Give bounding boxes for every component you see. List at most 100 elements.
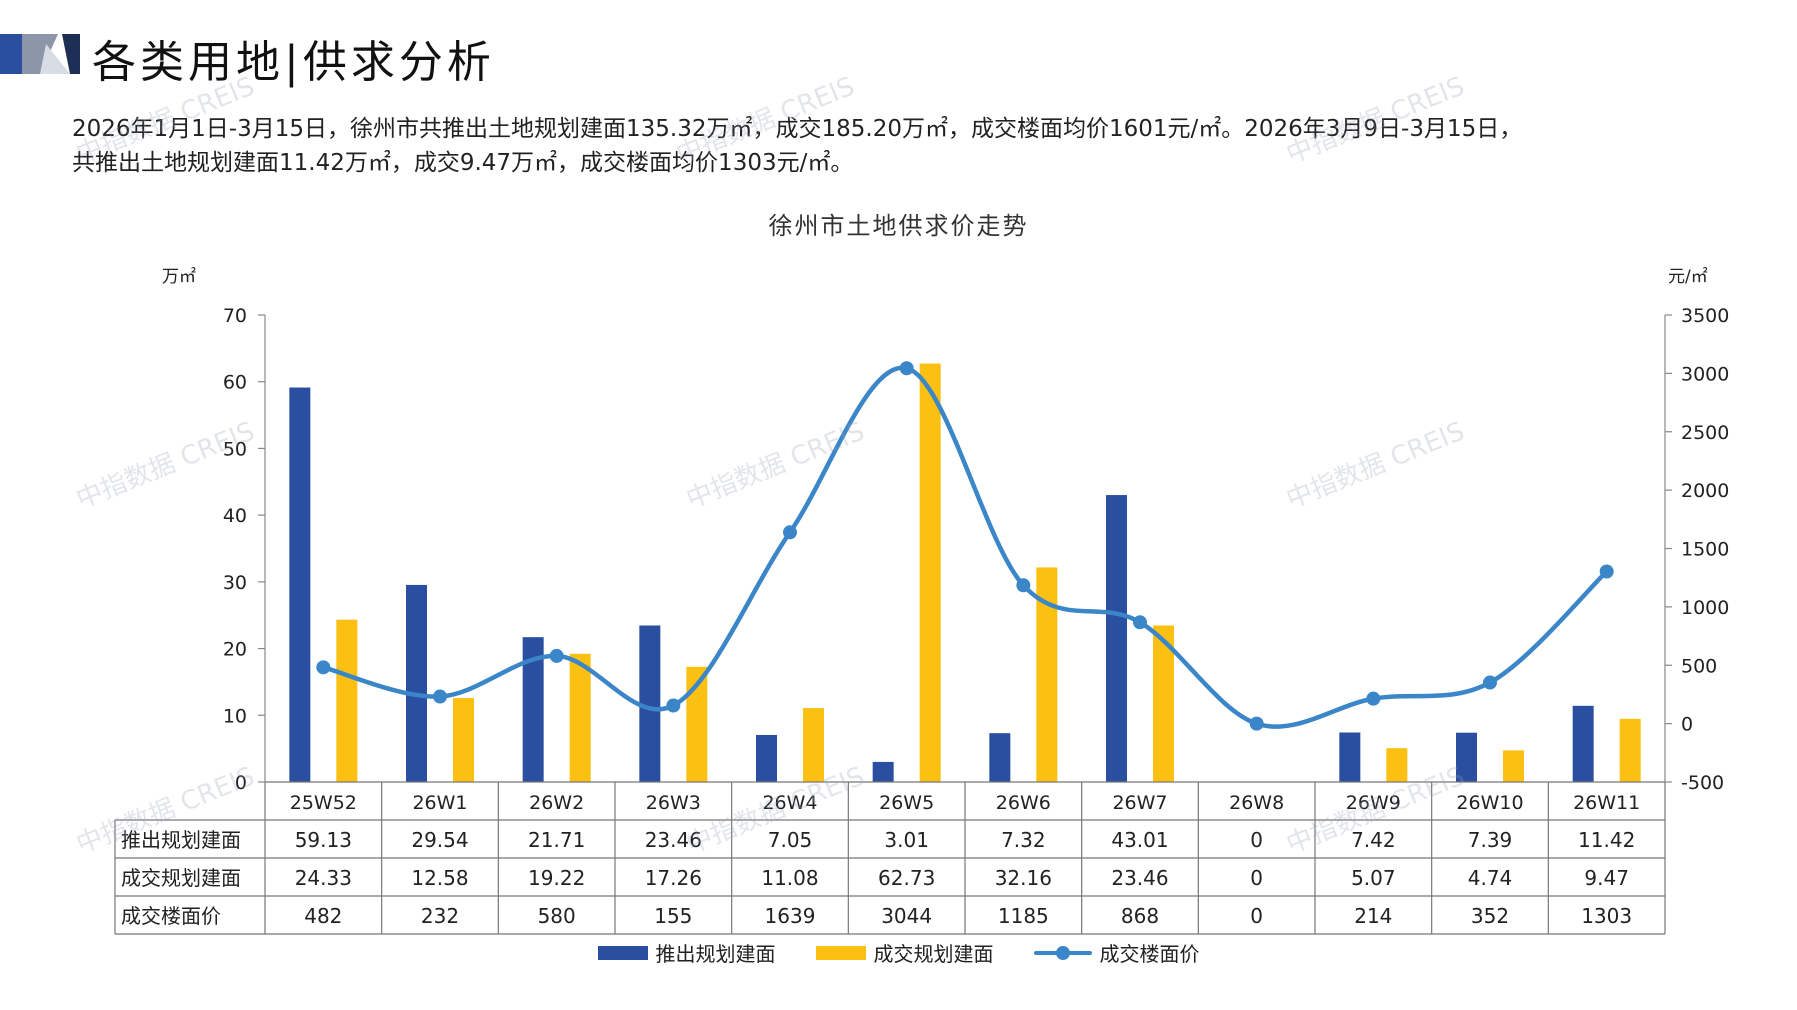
- bar-supply: [1106, 495, 1127, 782]
- table-cell-value: 352: [1471, 904, 1509, 928]
- table-row-header: 成交规划建面: [121, 866, 241, 890]
- brand-logo-icon: [0, 34, 80, 74]
- price-point: [433, 689, 447, 704]
- bar-supply: [989, 733, 1011, 782]
- bar-deal: [1503, 750, 1524, 782]
- legend-label-supply: 推出规划建面: [655, 942, 776, 966]
- price-point: [1016, 578, 1031, 593]
- legend-item-deal: 成交规划建面: [815, 938, 994, 967]
- bar-deal: [1386, 748, 1408, 782]
- table-cell-value: 0: [1250, 904, 1263, 928]
- table-cell-value: 29.54: [411, 828, 468, 852]
- table-cell-value: 23.46: [1111, 866, 1168, 890]
- category-label: 26W4: [762, 792, 817, 814]
- table-cell-value: 3044: [881, 904, 932, 928]
- category-label: 26W7: [1112, 792, 1167, 814]
- table-cell-value: 59.13: [295, 828, 352, 852]
- legend-item-supply: 推出规划建面: [597, 938, 776, 967]
- right-axis-tick-label: 2500: [1681, 422, 1729, 444]
- summary-line-2: 共推出土地规划建面11.42万㎡，成交9.47万㎡，成交楼面均价1303元/㎡。: [72, 150, 854, 176]
- legend-item-price: 成交楼面价: [1033, 938, 1200, 967]
- table-cell-value: 868: [1121, 904, 1159, 928]
- table-cell-value: 23.46: [645, 828, 702, 852]
- table-cell-value: 17.26: [645, 866, 702, 890]
- table-cell-value: 7.05: [768, 828, 813, 852]
- left-axis-tick-label: 40: [223, 505, 247, 527]
- table-cell-value: 43.01: [1111, 828, 1168, 852]
- bar-deal: [569, 653, 591, 782]
- table-cell-value: 1185: [998, 904, 1049, 928]
- left-axis-tick-label: 50: [223, 438, 247, 460]
- left-axis-tick-label: 30: [223, 572, 247, 594]
- category-label: 26W1: [412, 792, 467, 814]
- bar-deal: [803, 708, 824, 782]
- right-axis-tick-label: 1500: [1681, 539, 1729, 561]
- price-point: [899, 361, 914, 376]
- category-label: 26W10: [1456, 792, 1523, 814]
- right-axis-tick-label: 1000: [1681, 597, 1729, 619]
- category-label: 26W9: [1346, 792, 1401, 814]
- bar-supply: [1339, 732, 1361, 782]
- table-cell-value: 482: [304, 904, 342, 928]
- left-axis-tick-label: 0: [235, 772, 247, 794]
- page-title: 各类用地|供求分析: [92, 37, 495, 88]
- table-cell-value: 62.73: [878, 866, 935, 890]
- table-cell-value: 9.47: [1584, 866, 1629, 890]
- table-cell-value: 580: [538, 904, 576, 928]
- table-cell-value: 12.58: [411, 866, 468, 890]
- legend-label-deal: 成交规划建面: [873, 942, 994, 966]
- right-axis-tick-label: 0: [1681, 714, 1693, 736]
- table-cell-value: 232: [421, 904, 459, 928]
- table-cell-value: 24.33: [295, 866, 352, 890]
- table-cell-value: 7.39: [1468, 828, 1513, 852]
- chart-legend: 推出规划建面 成交规划建面 成交楼面价: [0, 938, 1797, 967]
- bar-deal: [919, 363, 941, 782]
- summary-line-1: 2026年1月1日-3月15日，徐州市共推出土地规划建面135.32万㎡，成交1…: [72, 116, 1523, 142]
- left-axis-tick-label: 70: [223, 305, 247, 327]
- table-row-header: 成交楼面价: [121, 904, 221, 928]
- price-point: [783, 525, 797, 540]
- table-cell-value: 214: [1354, 904, 1392, 928]
- price-line: [321, 365, 1609, 729]
- table-cell-value: 4.74: [1468, 866, 1513, 890]
- price-point: [1366, 691, 1381, 706]
- bar-supply: [639, 625, 661, 782]
- table-cell-value: 32.16: [995, 866, 1052, 890]
- left-axis-tick-label: 60: [223, 372, 247, 394]
- right-axis-tick-label: -500: [1681, 772, 1724, 794]
- chart-title: 徐州市土地供求价走势: [768, 212, 1029, 240]
- bar-deal: [336, 619, 358, 782]
- bar-supply: [522, 637, 544, 782]
- right-axis-unit: 元/㎡: [1668, 267, 1708, 287]
- bar-supply: [1456, 732, 1477, 782]
- category-label: 26W3: [646, 792, 701, 814]
- price-point: [666, 698, 681, 713]
- left-axis-tick-label: 20: [223, 639, 247, 661]
- page-header: 各类用地|供求分析: [0, 20, 1797, 100]
- price-point: [1249, 716, 1264, 731]
- legend-swatch-deal: [815, 945, 866, 960]
- bar-supply: [406, 584, 427, 782]
- left-axis-unit: 万㎡: [162, 267, 196, 287]
- bar-supply: [756, 734, 777, 782]
- category-label: 26W6: [996, 792, 1051, 814]
- bar-deal: [453, 698, 474, 782]
- table-row-header: 推出规划建面: [121, 828, 241, 852]
- bar-deal: [1619, 718, 1641, 782]
- table-cell-value: 21.71: [528, 828, 585, 852]
- table-cell-value: 19.22: [528, 866, 585, 890]
- category-label: 25W52: [290, 792, 357, 814]
- table-cell-value: 155: [654, 904, 692, 928]
- legend-label-price: 成交楼面价: [1099, 942, 1200, 966]
- table-cell-value: 5.07: [1351, 866, 1396, 890]
- right-axis-tick-label: 500: [1681, 655, 1717, 677]
- table-cell-value: 1639: [765, 904, 816, 928]
- price-point: [316, 660, 331, 675]
- category-label: 26W8: [1229, 792, 1284, 814]
- right-axis-tick-label: 2000: [1681, 480, 1729, 502]
- bar-deal: [686, 666, 708, 782]
- bar-deal: [1036, 567, 1058, 782]
- table-cell-value: 7.32: [1001, 828, 1046, 852]
- bar-supply: [1572, 705, 1594, 782]
